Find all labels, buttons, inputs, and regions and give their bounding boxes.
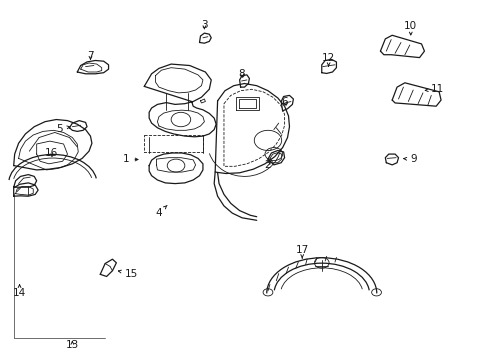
Text: 15: 15 <box>118 269 138 279</box>
Text: 5: 5 <box>56 123 70 134</box>
Text: 1: 1 <box>122 154 138 165</box>
Text: 7: 7 <box>87 51 94 61</box>
Text: 2: 2 <box>264 159 271 170</box>
Text: 16: 16 <box>44 148 58 158</box>
Text: 17: 17 <box>295 245 308 258</box>
Text: 3: 3 <box>201 20 207 30</box>
Text: 10: 10 <box>404 21 416 35</box>
Text: 6: 6 <box>281 96 287 107</box>
Text: 9: 9 <box>403 154 416 164</box>
Text: 13: 13 <box>65 340 79 350</box>
Text: 8: 8 <box>238 69 245 79</box>
Text: 11: 11 <box>424 84 444 94</box>
Text: 14: 14 <box>13 285 26 298</box>
Text: 12: 12 <box>321 53 335 66</box>
Text: 4: 4 <box>155 206 167 218</box>
